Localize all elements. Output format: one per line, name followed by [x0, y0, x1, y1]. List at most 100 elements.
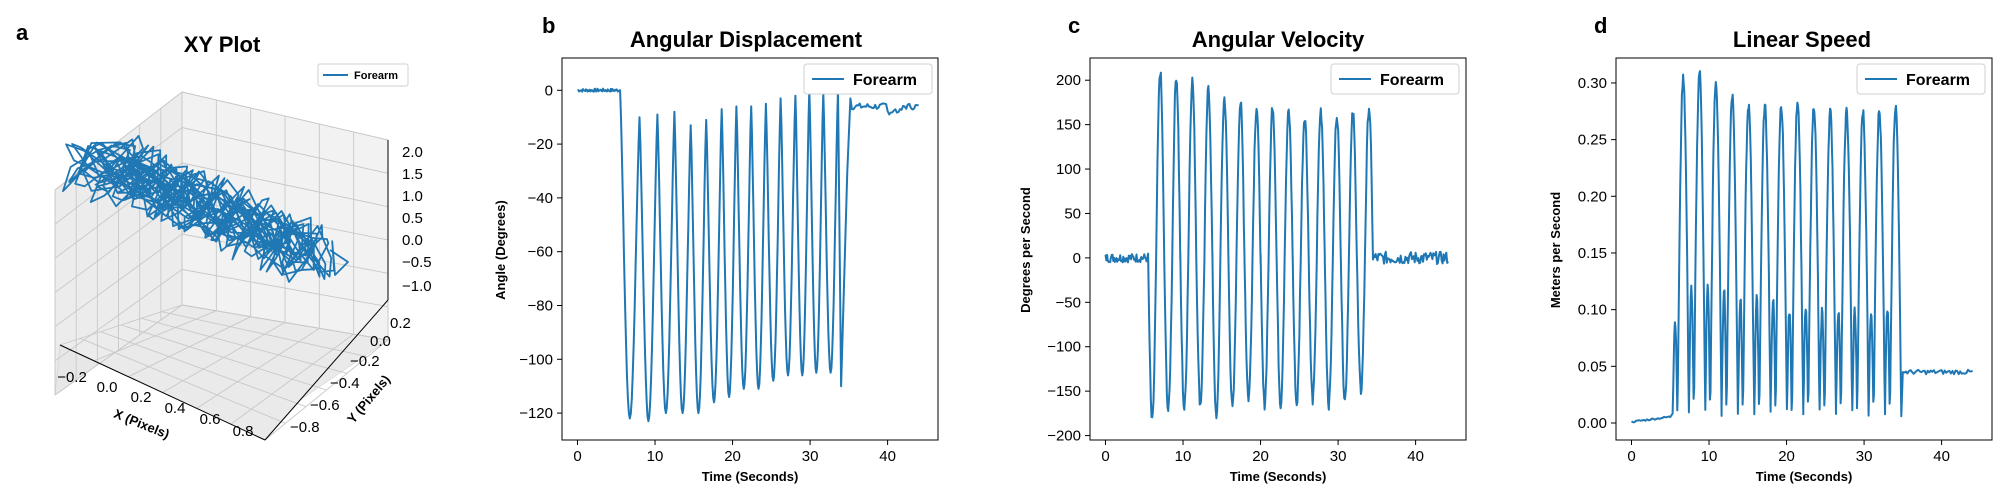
- forearm-series-line: [1630, 70, 1973, 424]
- legend-box: [317, 63, 409, 87]
- z-tick-labels: −1.0 −0.5 0.0 0.5 1.0 1.5 2.0: [402, 144, 432, 295]
- z-tick-label: −1.0: [402, 278, 432, 295]
- x-tick-label: 0.6: [200, 411, 221, 428]
- y-tick-label: 0.2: [390, 315, 411, 332]
- legend: Forearm: [317, 63, 409, 87]
- y-tick-label: −100: [519, 351, 553, 368]
- y-tick-label: −50: [1056, 294, 1081, 311]
- x-tick-label: 40: [1933, 448, 1950, 465]
- forearm-series-line: [1104, 71, 1450, 420]
- x-tick-label: 40: [879, 448, 896, 465]
- x-tick-label: 20: [1252, 448, 1269, 465]
- x-tick-label: 20: [1778, 448, 1795, 465]
- legend-box: [1330, 63, 1460, 95]
- angular-velocity-panel: Angular Velocity 0 10 20 30 40 200 150 100 50 0 −5…: [1018, 27, 1467, 484]
- tick-group: 0 10 20 30 40 0 −20 −40 −60 −80 −100 −120: [519, 82, 896, 465]
- x-tick-label: 30: [1330, 448, 1347, 465]
- x-tick-label: 0.2: [131, 389, 152, 406]
- y-tick-label: 0.0: [370, 333, 391, 350]
- y-tick-label: −150: [1047, 383, 1081, 400]
- y-tick-label: 0.25: [1578, 132, 1607, 149]
- z-tick-label: 1.0: [402, 188, 423, 205]
- legend: Forearm: [1856, 63, 1986, 95]
- x-axis-label: Time (Seconds): [1230, 469, 1327, 484]
- y-tick-label: 0.15: [1578, 245, 1607, 262]
- y-tick-label: −120: [519, 405, 553, 422]
- x-tick-label: 20: [724, 448, 741, 465]
- panel-label-b: b: [542, 13, 555, 38]
- y-tick-label: −0.6: [310, 397, 340, 414]
- grid-line: [181, 127, 389, 174]
- grid-line: [54, 198, 183, 293]
- xy-plot-title: XY Plot: [184, 32, 261, 57]
- forearm-trajectory: [62, 135, 349, 283]
- linear-speed-panel: Linear Speed 0 10 20 30 40 0.00 0.05 0.10 0.15 0.…: [1548, 27, 1993, 484]
- y-tick-label: 0: [1073, 250, 1081, 267]
- x-axis-label: Time (Seconds): [702, 469, 799, 484]
- x-axis-label: Time (Seconds): [1756, 469, 1853, 484]
- x-tick-label: 30: [802, 448, 819, 465]
- chart-title: Angular Velocity: [1192, 27, 1365, 52]
- forearm-series-line: [577, 87, 919, 423]
- xy-plot-panel: XY Plot −0.2 0.0 0.2 0.4 0.6 0.8 X (Pixe…: [54, 32, 432, 442]
- plot-frame: [561, 57, 939, 441]
- x-tick-label: 10: [1175, 448, 1192, 465]
- z-tick-label: 0.5: [402, 210, 423, 227]
- angular-displacement-panel: Angular Displacement 0 10 20 30 40 0 −20 −40 −60…: [493, 27, 939, 484]
- x-tick-label: 10: [1701, 448, 1718, 465]
- y-tick-label: −0.2: [350, 353, 380, 370]
- grid-line: [54, 269, 183, 362]
- grid-line: [161, 311, 368, 358]
- y-tick-label: 50: [1064, 205, 1081, 222]
- y-axis-label: Angle (Degrees): [493, 200, 508, 300]
- chart-title: Linear Speed: [1733, 27, 1871, 52]
- x-tick-label: 0: [1101, 448, 1109, 465]
- y-tick-label: 150: [1056, 117, 1081, 134]
- x-tick-label: −0.2: [57, 369, 87, 386]
- legend-label: Forearm: [354, 70, 398, 82]
- y-tick-label: −80: [528, 297, 553, 314]
- x-axis-line: [59, 344, 266, 441]
- legend-label: Forearm: [853, 72, 917, 89]
- panel-label-a: a: [16, 20, 29, 45]
- x-tick-label: 0.0: [97, 379, 118, 396]
- panel-label-c: c: [1068, 13, 1080, 38]
- y-tick-label: 0.10: [1578, 302, 1607, 319]
- x-tick-labels: −0.2 0.0 0.2 0.4 0.6 0.8: [57, 369, 253, 440]
- x-tick-label: 0: [1627, 448, 1635, 465]
- y-tick-label: 0.20: [1578, 188, 1607, 205]
- y-tick-label: 0.30: [1578, 75, 1607, 92]
- y-tick-label: −40: [528, 190, 553, 207]
- legend-box: [803, 63, 933, 95]
- legend-box: [1856, 63, 1986, 95]
- grid-line: [181, 91, 389, 141]
- y-axis-label: Degrees per Second: [1018, 187, 1033, 313]
- chart-title: Angular Displacement: [630, 27, 863, 52]
- tick-group: 0 10 20 30 40 200 150 100 50 0 −50 −100 −150 −200: [1047, 72, 1424, 465]
- z-tick-label: 2.0: [402, 144, 423, 161]
- y-tick-labels: −0.8 −0.6 −0.4 −0.2 0.0 0.2: [290, 315, 411, 436]
- plot-frame: [1615, 57, 1993, 441]
- y-tick-label: −60: [528, 244, 553, 261]
- legend: Forearm: [1330, 63, 1460, 95]
- y-tick-label: −20: [528, 136, 553, 153]
- grid-line: [181, 304, 389, 341]
- panel-label-d: d: [1594, 13, 1607, 38]
- tick-group: 0 10 20 30 40 0.00 0.05 0.10 0.15 0.20 0.25 0.30: [1578, 75, 1950, 465]
- y-tick-label: −100: [1047, 339, 1081, 356]
- legend-label: Forearm: [1380, 72, 1444, 89]
- legend-label: Forearm: [1906, 72, 1970, 89]
- y-tick-label: −0.8: [290, 419, 320, 436]
- y-axis-label: Meters per Second: [1548, 192, 1563, 308]
- grid-line: [54, 304, 183, 396]
- y-tick-label: 200: [1056, 72, 1081, 89]
- x-tick-label: 10: [647, 448, 664, 465]
- y-tick-label: 100: [1056, 161, 1081, 178]
- x-tick-label: 30: [1856, 448, 1873, 465]
- y-tick-label: −0.4: [330, 375, 360, 392]
- y-tick-label: 0: [545, 82, 553, 99]
- grid-line: [54, 91, 183, 191]
- grid-line: [181, 162, 389, 208]
- y-tick-label: 0.00: [1578, 415, 1607, 432]
